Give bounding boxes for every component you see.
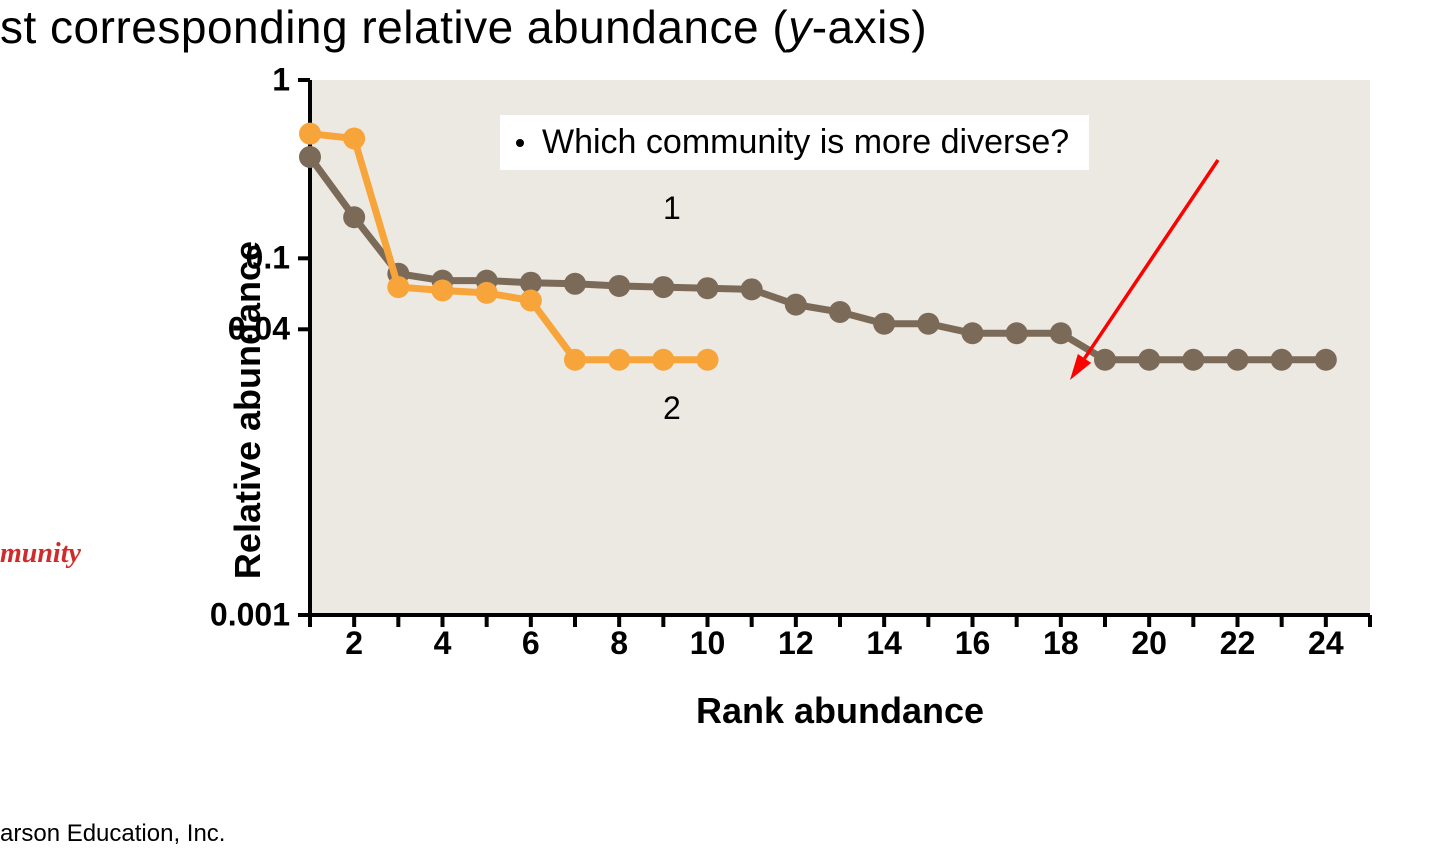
x-tick-label: 4	[434, 625, 452, 662]
x-tick-label: 12	[778, 625, 814, 662]
question-box: Which community is more diverse?	[500, 115, 1089, 170]
x-tick-label: 6	[522, 625, 540, 662]
x-tick-label: 18	[1043, 625, 1079, 662]
question-text: Which community is more diverse?	[542, 123, 1069, 162]
bullet-icon	[516, 139, 524, 147]
y-tick-label: 0.1	[246, 240, 290, 277]
x-tick-label: 16	[955, 625, 991, 662]
x-tick-label: 10	[690, 625, 726, 662]
handwritten-annotation: munity	[0, 538, 81, 570]
x-tick-label: 22	[1220, 625, 1256, 662]
x-tick-label: 14	[866, 625, 902, 662]
x-tick-label: 20	[1131, 625, 1167, 662]
copyright-text: arson Education, Inc.	[0, 820, 225, 848]
y-tick-label: 1	[272, 62, 290, 99]
x-tick-label: 2	[345, 625, 363, 662]
y-tick-label: 0.04	[228, 311, 290, 348]
slide-heading: st corresponding relative abundance (y-a…	[0, 0, 927, 54]
page-root: st corresponding relative abundance (y-a…	[0, 0, 1440, 866]
heading-italic-y: y	[788, 1, 812, 53]
x-tick-label: 8	[610, 625, 628, 662]
x-axis-label: Rank abundance	[696, 690, 984, 732]
heading-text-prefix: st corresponding relative abundance (	[0, 1, 788, 53]
x-tick-label: 24	[1308, 625, 1344, 662]
y-tick-label: 0.001	[210, 597, 290, 634]
heading-text-suffix: -axis)	[812, 1, 927, 53]
series-1-label: 1	[663, 190, 681, 227]
rank-abundance-chart: Relative abundance Rank abundance 10.10.…	[200, 70, 1300, 670]
series-2-label: 2	[663, 390, 681, 427]
